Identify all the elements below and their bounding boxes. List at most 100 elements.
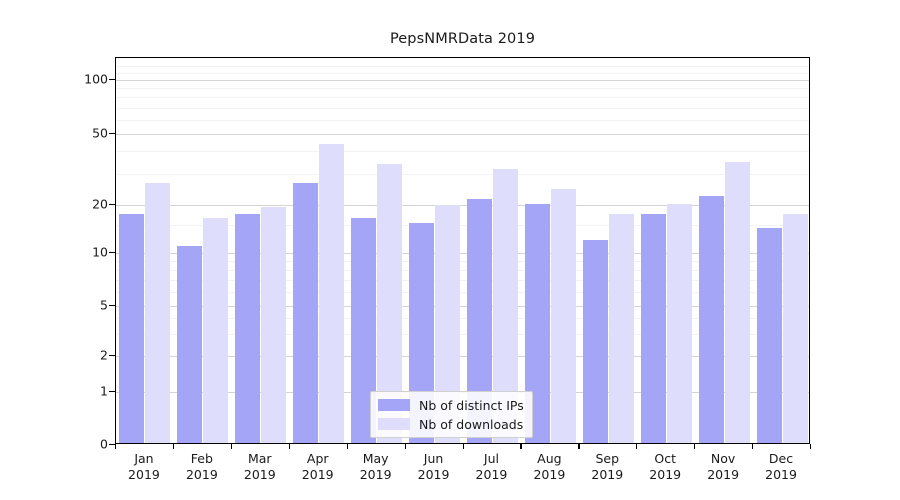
y-axis-tick-label: 10: [92, 244, 108, 260]
x-axis-tick-label-year: 2019: [649, 467, 682, 482]
gridline-major: [116, 134, 809, 135]
y-axis-tick-mark: [109, 204, 115, 206]
x-axis-tick-label: Nov 2019: [688, 451, 758, 483]
gridline-major: [116, 356, 809, 357]
bar-distinct-ips: [698, 195, 724, 443]
x-axis-tick-label-month: Mar: [247, 451, 272, 466]
gridline-minor: [116, 107, 809, 109]
x-axis-tick-mark: [810, 444, 812, 449]
x-axis-tick-label-year: 2019: [301, 467, 334, 482]
gridline-major: [116, 306, 809, 307]
legend-swatch-icon: [378, 399, 410, 411]
x-axis-tick-label: Jan 2019: [109, 451, 179, 483]
bar-distinct-ips: [293, 182, 319, 443]
bar-distinct-ips: [640, 214, 666, 443]
x-axis-tick-label: Apr 2019: [283, 451, 353, 483]
x-axis-tick-label-year: 2019: [765, 467, 797, 482]
chart-title: PepsNMRData 2019: [389, 31, 536, 47]
bar-distinct-ips: [582, 240, 608, 443]
x-axis-tick-label-month: Sep: [595, 451, 620, 466]
bar-distinct-ips: [235, 214, 261, 443]
x-axis-tick-label-year: 2019: [475, 467, 508, 482]
gridline-minor: [116, 333, 809, 335]
gridline-minor: [116, 97, 809, 99]
x-axis-tick-label-year: 2019: [591, 467, 624, 482]
x-axis-tick-label-month: Nov: [710, 451, 736, 466]
gridline-minor: [116, 292, 809, 294]
x-axis-tick-label-month: Dec: [768, 451, 794, 466]
x-axis-tick-label-month: May: [362, 451, 389, 466]
gridline-minor: [116, 224, 809, 226]
bar-downloads: [145, 182, 171, 443]
x-axis-tick-label: May 2019: [341, 451, 411, 483]
gridline-major: [116, 80, 809, 81]
x-axis-tick-mark: [462, 444, 464, 449]
chart-legend: Nb of distinct IPs Nb of downloads: [370, 391, 533, 438]
x-axis-tick-mark: [115, 444, 117, 449]
x-axis-tick-mark: [578, 444, 580, 449]
x-axis-tick-label-month: Jun: [423, 451, 444, 466]
x-axis-tick-label-year: 2019: [707, 467, 740, 482]
legend-swatch-icon: [378, 418, 410, 430]
x-axis-tick-label-month: Jan: [134, 451, 154, 466]
x-axis-tick-label-year: 2019: [359, 467, 392, 482]
x-axis-tick-label: Jul 2019: [456, 451, 526, 483]
x-axis-tick-mark: [404, 444, 406, 449]
x-axis-tick-label: Sep 2019: [572, 451, 642, 483]
bar-downloads: [319, 143, 345, 443]
x-axis-tick-label: Mar 2019: [225, 451, 295, 483]
y-axis-tick-mark: [109, 133, 115, 135]
gridline-major: [116, 253, 809, 254]
bar-downloads: [724, 161, 750, 443]
bar-distinct-ips: [119, 214, 145, 443]
x-axis-tick-label-month: Jul: [483, 451, 499, 466]
bars-layer: [116, 58, 809, 443]
legend-item: Nb of distinct IPs: [378, 397, 524, 413]
x-axis-tick-label: Oct 2019: [630, 451, 700, 483]
y-axis-tick-label: 50: [92, 125, 108, 141]
x-axis-tick-label-year: 2019: [533, 467, 566, 482]
y-axis-tick-mark: [109, 305, 115, 307]
plot-area: [115, 57, 810, 444]
gridline-minor: [116, 65, 809, 67]
x-axis-tick-mark: [288, 444, 290, 449]
x-axis-tick-label-month: Oct: [654, 451, 677, 466]
x-axis-tick-label: Dec 2019: [746, 451, 816, 483]
bar-downloads: [203, 218, 229, 443]
gridline-minor: [116, 72, 809, 74]
y-axis-tick-mark: [109, 79, 115, 81]
y-axis-tick-label: 0: [100, 436, 108, 452]
x-axis-tick-label-year: 2019: [417, 467, 450, 482]
x-axis-tick-label-year: 2019: [185, 467, 218, 482]
x-axis-tick-label-year: 2019: [128, 467, 160, 482]
x-axis-tick-mark: [520, 444, 522, 449]
x-axis-tick-label: Aug 2019: [514, 451, 584, 483]
gridline-major: [116, 205, 809, 206]
gridline-minor: [116, 280, 809, 282]
x-axis-tick-label-month: Aug: [537, 451, 562, 466]
gridline-minor: [116, 318, 809, 320]
x-axis-tick-mark: [636, 444, 638, 449]
bar-downloads: [608, 214, 634, 443]
bar-distinct-ips: [756, 227, 782, 443]
bar-downloads: [782, 214, 808, 443]
x-axis-tick-label-year: 2019: [243, 467, 276, 482]
y-axis-tick-label: 1: [100, 383, 108, 399]
x-axis-tick-mark: [230, 444, 233, 449]
x-axis-tick-label-month: Feb: [190, 451, 213, 466]
gridline-minor: [116, 261, 809, 263]
y-axis-tick-label: 5: [100, 297, 108, 313]
y-axis-tick-mark: [109, 252, 115, 254]
x-axis-tick-mark: [346, 444, 348, 449]
gridline-minor: [116, 88, 809, 90]
y-axis-tick-mark: [109, 391, 115, 393]
legend-item: Nb of downloads: [378, 416, 524, 432]
x-axis-tick-mark: [172, 444, 175, 449]
y-axis-tick-mark: [109, 355, 115, 357]
bar-downloads: [666, 203, 692, 443]
x-axis-tick-mark: [752, 444, 754, 449]
x-axis-tick-label: Feb 2019: [167, 451, 237, 483]
x-axis-tick-label: Jun 2019: [399, 451, 469, 483]
bar-downloads: [550, 188, 576, 443]
